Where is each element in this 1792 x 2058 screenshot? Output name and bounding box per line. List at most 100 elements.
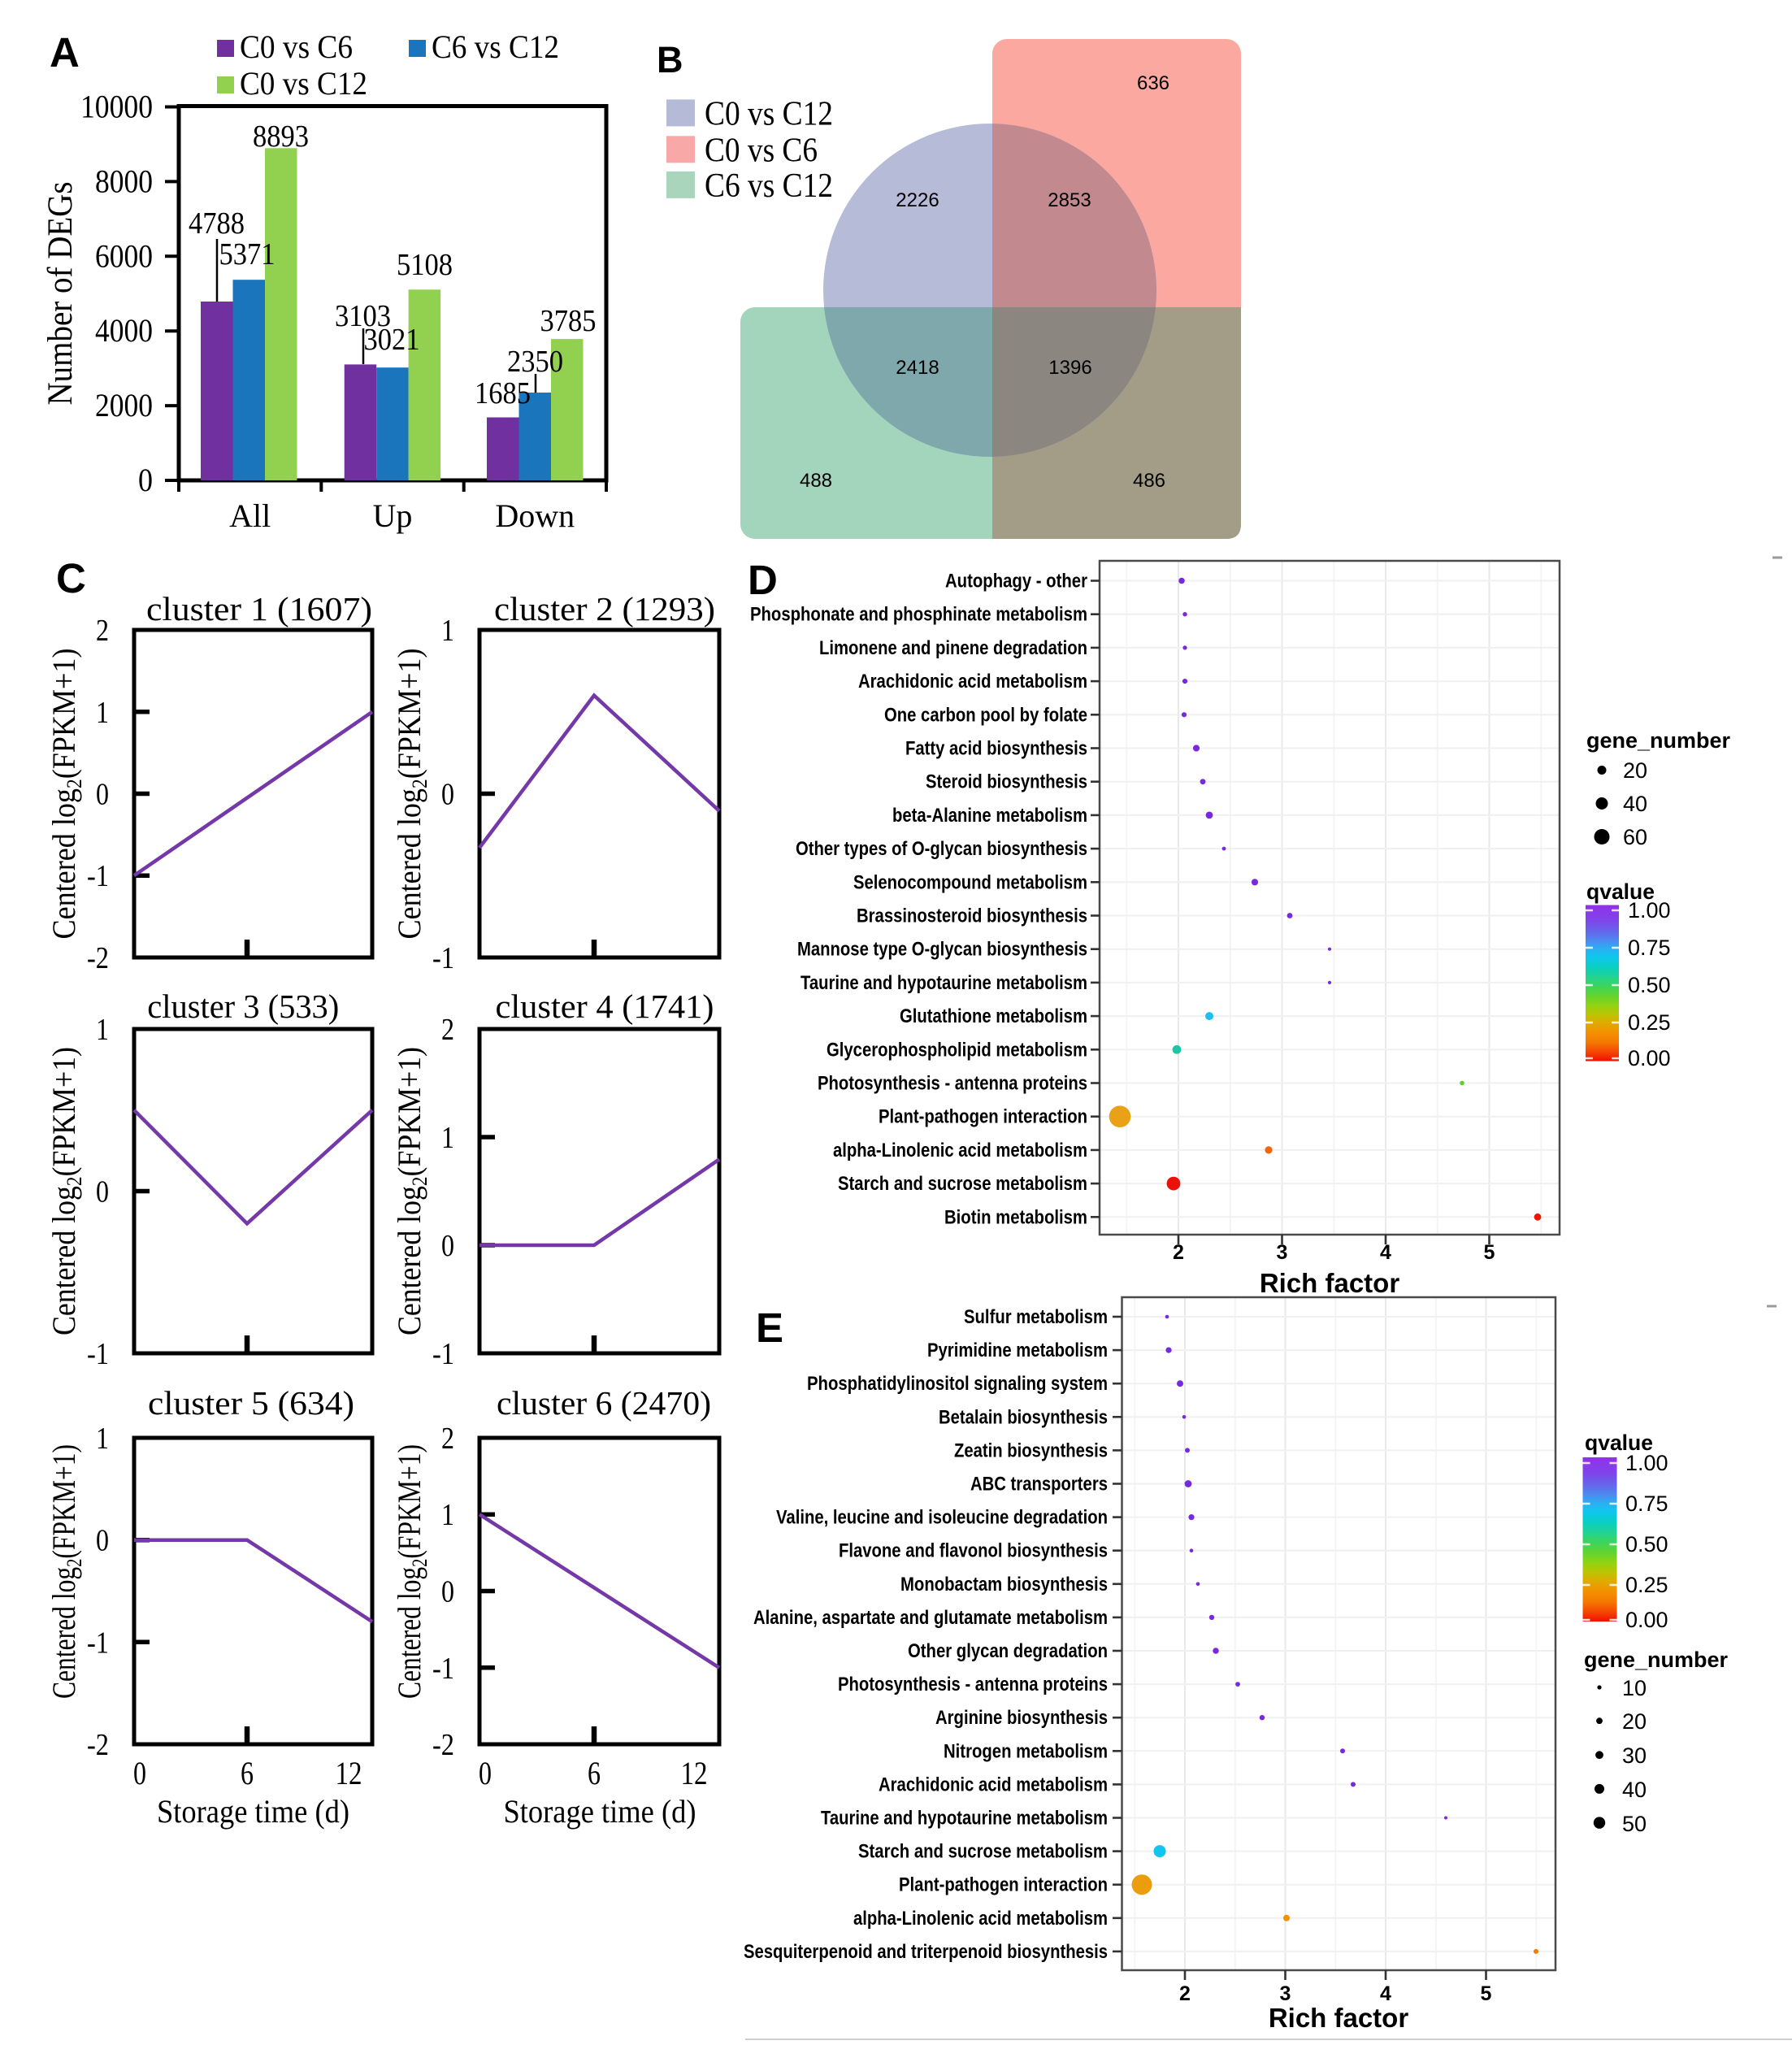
svg-text:2853: 2853 — [1048, 189, 1091, 211]
svg-text:-1: -1 — [432, 941, 454, 975]
svg-text:qvalue: qvalue — [1586, 879, 1655, 904]
svg-text:All: All — [229, 497, 271, 534]
svg-text:488: 488 — [800, 470, 832, 492]
svg-text:Brassinosteroid biosynthesis: Brassinosteroid biosynthesis — [857, 905, 1087, 927]
svg-text:Rich factor: Rich factor — [1260, 1268, 1400, 1298]
svg-text:Pyrimidine metabolism: Pyrimidine metabolism — [927, 1339, 1108, 1361]
svg-text:Arachidonic acid metabolism: Arachidonic acid metabolism — [858, 671, 1087, 693]
svg-text:2350: 2350 — [507, 345, 563, 379]
svg-text:One carbon pool by folate: One carbon pool by folate — [884, 704, 1087, 726]
svg-text:Photosynthesis - antenna prote: Photosynthesis - antenna proteins — [818, 1073, 1087, 1095]
svg-text:Starch and sucrose metabolism: Starch and sucrose metabolism — [838, 1173, 1087, 1195]
svg-text:1741: 1741 — [633, 988, 702, 1025]
svg-text:0.75: 0.75 — [1628, 936, 1671, 960]
svg-text:2470: 2470 — [632, 1384, 700, 1422]
svg-text:Down: Down — [495, 497, 575, 534]
svg-text:-1: -1 — [432, 1337, 454, 1371]
svg-text:C6 vs C12: C6 vs C12 — [705, 167, 833, 205]
svg-text:634: 634 — [289, 1384, 342, 1422]
svg-text:2: 2 — [96, 614, 109, 648]
svg-text:Zeatin biosynthesis: Zeatin biosynthesis — [954, 1439, 1108, 1461]
svg-text:): ) — [328, 988, 340, 1025]
svg-text:1: 1 — [96, 1013, 109, 1047]
svg-text:486: 486 — [1133, 470, 1165, 492]
svg-text:B: B — [657, 39, 683, 80]
svg-text:Centered log2(FPKM+1): Centered log2(FPKM+1) — [391, 1444, 432, 1699]
svg-text:1293: 1293 — [634, 590, 704, 627]
svg-text:Selenocompound metabolism: Selenocompound metabolism — [853, 871, 1087, 893]
svg-text:C0 vs C6: C0 vs C6 — [240, 28, 353, 65]
svg-text:3: 3 — [1280, 1982, 1291, 2005]
svg-text:Steroid biosynthesis: Steroid biosynthesis — [926, 771, 1087, 793]
svg-text:0: 0 — [138, 462, 153, 498]
svg-text:0.25: 0.25 — [1628, 1010, 1671, 1035]
svg-text:1.00: 1.00 — [1625, 1451, 1668, 1475]
svg-text:Centered log2(FPKM+1): Centered log2(FPKM+1) — [46, 1444, 86, 1699]
svg-text:Phosphonate and phosphinate me: Phosphonate and phosphinate metabolism — [750, 604, 1087, 626]
svg-text:1607: 1607 — [289, 590, 361, 627]
svg-text:): ) — [704, 590, 715, 627]
svg-text:4: 4 — [1380, 1982, 1391, 2005]
svg-text:D: D — [748, 557, 778, 603]
svg-text:636: 636 — [1137, 72, 1169, 94]
svg-text:-1: -1 — [432, 1652, 454, 1686]
svg-text:cluster 4 (: cluster 4 ( — [496, 988, 634, 1025]
svg-text:1: 1 — [96, 1422, 109, 1456]
svg-text:-1: -1 — [87, 1337, 109, 1371]
svg-text:E: E — [756, 1305, 783, 1351]
svg-text:C0 vs C6: C0 vs C6 — [705, 132, 818, 169]
svg-text:Arginine biosynthesis: Arginine biosynthesis — [935, 1707, 1108, 1729]
svg-text:Rich factor: Rich factor — [1269, 2003, 1409, 2033]
svg-text:Betalain biosynthesis: Betalain biosynthesis — [939, 1406, 1108, 1428]
svg-text:0.00: 0.00 — [1625, 1608, 1668, 1632]
svg-text:Up: Up — [373, 497, 413, 534]
svg-text:-1: -1 — [87, 859, 109, 893]
svg-text:Monobactam biosynthesis: Monobactam biosynthesis — [900, 1574, 1108, 1596]
svg-text:2418: 2418 — [896, 357, 939, 379]
svg-text:Autophagy - other: Autophagy - other — [945, 571, 1087, 593]
svg-text:A: A — [50, 29, 80, 76]
svg-text:ABC transporters: ABC transporters — [970, 1474, 1108, 1496]
svg-text:2226: 2226 — [896, 189, 939, 211]
svg-text:beta-Alanine metabolism: beta-Alanine metabolism — [892, 805, 1087, 827]
svg-text:gene_number: gene_number — [1584, 1648, 1729, 1672]
svg-text:Valine, leucine and isoleucine: Valine, leucine and isoleucine degradati… — [776, 1507, 1108, 1529]
svg-text:60: 60 — [1623, 825, 1647, 849]
svg-text:0.50: 0.50 — [1625, 1532, 1668, 1557]
svg-text:0: 0 — [133, 1755, 146, 1791]
svg-text:Number of DEGs: Number of DEGs — [41, 182, 80, 406]
svg-text:Other glycan degradation: Other glycan degradation — [908, 1640, 1108, 1662]
svg-text:0.75: 0.75 — [1625, 1491, 1668, 1516]
svg-text:Mannose type O-glycan biosynth: Mannose type O-glycan biosynthesis — [797, 939, 1087, 961]
svg-text:Fatty acid biosynthesis: Fatty acid biosynthesis — [905, 738, 1087, 760]
svg-text:C6 vs C12: C6 vs C12 — [432, 28, 559, 65]
svg-text:Centered log2(FPKM+1): Centered log2(FPKM+1) — [391, 1047, 432, 1335]
svg-text:Photosynthesis - antenna prote: Photosynthesis - antenna proteins — [838, 1674, 1108, 1695]
svg-text:Centered log2(FPKM+1): Centered log2(FPKM+1) — [46, 1047, 86, 1335]
svg-text:4000: 4000 — [95, 312, 153, 349]
svg-text:30: 30 — [1622, 1743, 1647, 1768]
svg-text:Sesquiterpenoid and triterpeno: Sesquiterpenoid and triterpenoid biosynt… — [744, 1941, 1108, 1963]
svg-text:Plant-pathogen interaction: Plant-pathogen interaction — [879, 1106, 1087, 1128]
svg-text:Taurine and hypotaurine metabo: Taurine and hypotaurine metabolism — [821, 1808, 1108, 1830]
svg-text:Glycerophospholipid metabolism: Glycerophospholipid metabolism — [827, 1039, 1087, 1061]
svg-text:0.25: 0.25 — [1625, 1573, 1668, 1597]
svg-text:6000: 6000 — [95, 237, 153, 274]
svg-text:Sulfur metabolism: Sulfur metabolism — [964, 1306, 1108, 1328]
svg-text:12: 12 — [681, 1755, 708, 1791]
svg-text:1685: 1685 — [475, 376, 531, 410]
svg-text:20: 20 — [1623, 758, 1647, 783]
svg-text:Nitrogen metabolism: Nitrogen metabolism — [944, 1740, 1108, 1762]
svg-text:5: 5 — [1481, 1982, 1492, 2005]
svg-text:Biotin metabolism: Biotin metabolism — [944, 1206, 1087, 1228]
svg-text:Arachidonic acid metabolism: Arachidonic acid metabolism — [879, 1774, 1108, 1795]
svg-text:4: 4 — [1380, 1241, 1391, 1264]
svg-text:): ) — [360, 590, 372, 627]
svg-text:533: 533 — [279, 988, 328, 1025]
svg-text:2000: 2000 — [95, 387, 153, 423]
svg-text:0: 0 — [96, 1175, 109, 1209]
svg-text:10000: 10000 — [80, 89, 153, 125]
svg-text:0: 0 — [96, 1524, 109, 1558]
svg-text:Centered log2(FPKM+1): Centered log2(FPKM+1) — [391, 648, 432, 939]
svg-text:0.00: 0.00 — [1628, 1046, 1671, 1070]
